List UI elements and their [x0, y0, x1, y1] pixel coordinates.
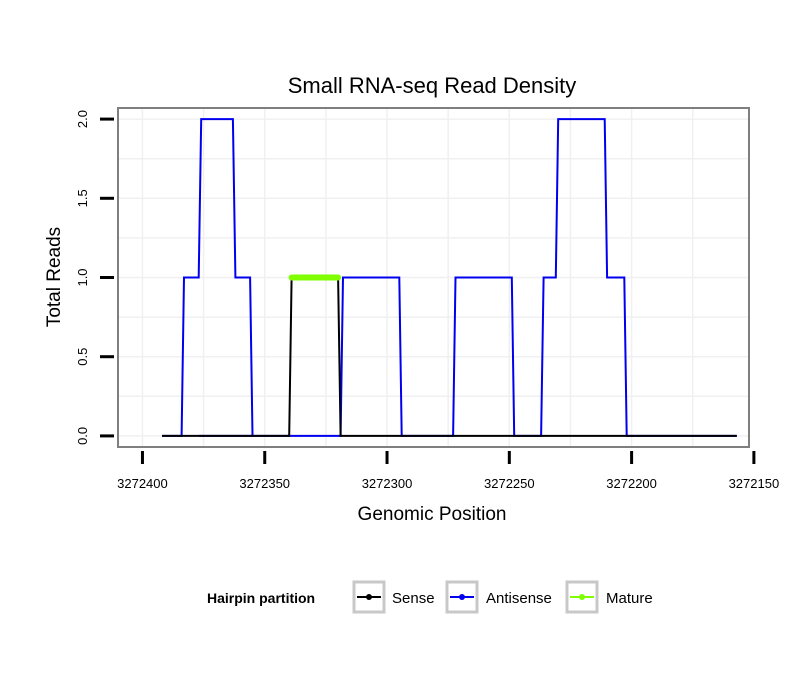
y-tick-label: 0.5	[75, 348, 90, 366]
y-tick-label: 1.0	[75, 268, 90, 286]
legend: Hairpin partition Sense Antisense Mature	[207, 580, 653, 614]
x-tick-label: 3272350	[239, 476, 290, 491]
x-tick-label: 3272300	[362, 476, 413, 491]
x-tick-label: 3272200	[606, 476, 657, 491]
legend-item-mature: Mature	[565, 580, 653, 614]
x-axis-title: Genomic Position	[358, 504, 507, 525]
y-tick-label: 1.5	[75, 189, 90, 207]
legend-swatch-point-antisense	[459, 594, 465, 600]
legend-swatch-point-mature	[579, 594, 585, 600]
legend-label-antisense: Antisense	[486, 590, 552, 607]
series-lines	[162, 118, 737, 437]
chart-title: Small RNA-seq Read Density	[288, 73, 577, 98]
legend-label-sense: Sense	[392, 590, 435, 607]
grid-lines	[119, 109, 748, 446]
y-tick-label: 0.0	[75, 427, 90, 445]
legend-title: Hairpin partition	[207, 590, 315, 606]
legend-item-antisense: Antisense	[445, 580, 552, 614]
legend-item-sense: Sense	[352, 580, 435, 614]
x-tick-label: 3272150	[729, 476, 780, 491]
series-line-antisense	[162, 118, 737, 437]
y-axis-title: Total Reads	[44, 227, 65, 327]
legend-label-mature: Mature	[606, 590, 653, 607]
axes: 3272400 3272350 3272300 3272250 3272200 32721…	[75, 110, 779, 491]
y-tick-label: 2.0	[75, 110, 90, 128]
x-tick-label: 3272250	[484, 476, 535, 491]
x-tick-label: 3272400	[117, 476, 168, 491]
legend-swatch-point-sense	[366, 594, 372, 600]
